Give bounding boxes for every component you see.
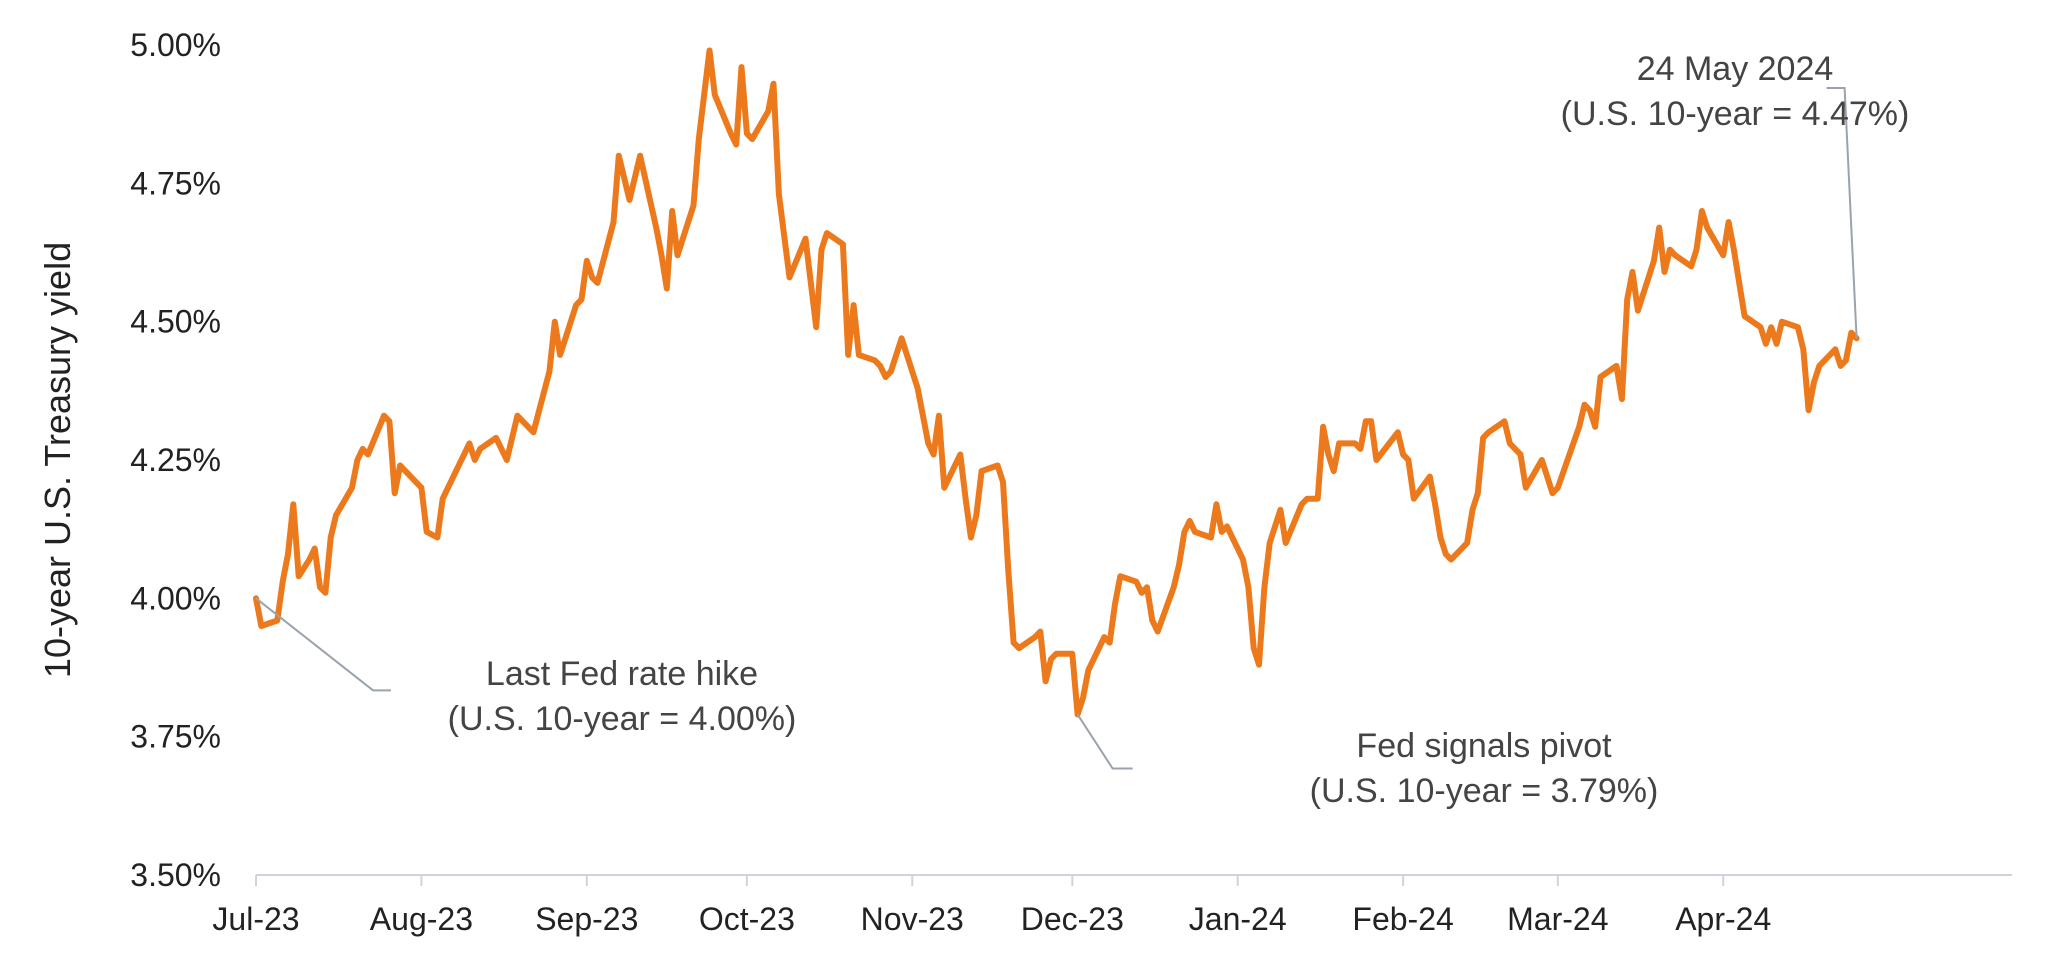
x-tick-label: Sep-23 bbox=[535, 901, 638, 937]
annotations: Last Fed rate hike (U.S. 10-year = 4.00%)… bbox=[255, 50, 1910, 810]
annotation-value: (U.S. 10-year = 3.79%) bbox=[1310, 772, 1659, 810]
y-tick-label: 4.50% bbox=[130, 304, 221, 340]
annotation-title: 24 May 2024 bbox=[1637, 50, 1834, 88]
annotation-leader-line bbox=[1076, 713, 1133, 770]
y-tick-label: 3.50% bbox=[130, 857, 221, 893]
yield-series-line bbox=[253, 47, 1860, 718]
x-tick-label: Jul-23 bbox=[212, 901, 299, 937]
annotation-leader-line bbox=[1826, 87, 1858, 339]
annotation-value: (U.S. 10-year = 4.47%) bbox=[1561, 95, 1910, 133]
x-tick-label: Apr-24 bbox=[1675, 901, 1771, 937]
x-tick-label: Dec-23 bbox=[1021, 901, 1124, 937]
annotation-title: Fed signals pivot bbox=[1356, 727, 1612, 765]
y-tick-label: 4.75% bbox=[130, 165, 221, 201]
x-tick-label: Oct-23 bbox=[699, 901, 795, 937]
annotation-value: (U.S. 10-year = 4.00%) bbox=[448, 700, 797, 738]
y-axis-title: 10-year U.S. Treasury yield bbox=[37, 242, 78, 678]
x-axis-ticks: Jul-23 Aug-23 Sep-23 Oct-23 Nov-23 Dec-23 Jan-… bbox=[212, 875, 1771, 937]
y-tick-label: 3.75% bbox=[130, 719, 221, 755]
x-tick-label: Mar-24 bbox=[1507, 901, 1608, 937]
x-tick-label: Feb-24 bbox=[1352, 901, 1453, 937]
y-axis-ticks: 3.50% 3.75% 4.00% 4.25% 4.50% 4.75% 5.00% bbox=[130, 27, 221, 893]
y-tick-label: 5.00% bbox=[130, 27, 221, 63]
x-tick-label: Nov-23 bbox=[861, 901, 964, 937]
x-tick-label: Aug-23 bbox=[370, 901, 473, 937]
annotation-title: Last Fed rate hike bbox=[486, 655, 758, 693]
y-tick-label: 4.00% bbox=[130, 580, 221, 616]
x-tick-label: Jan-24 bbox=[1189, 901, 1287, 937]
y-tick-label: 4.25% bbox=[130, 442, 221, 478]
annotation-leader-line bbox=[255, 597, 391, 692]
